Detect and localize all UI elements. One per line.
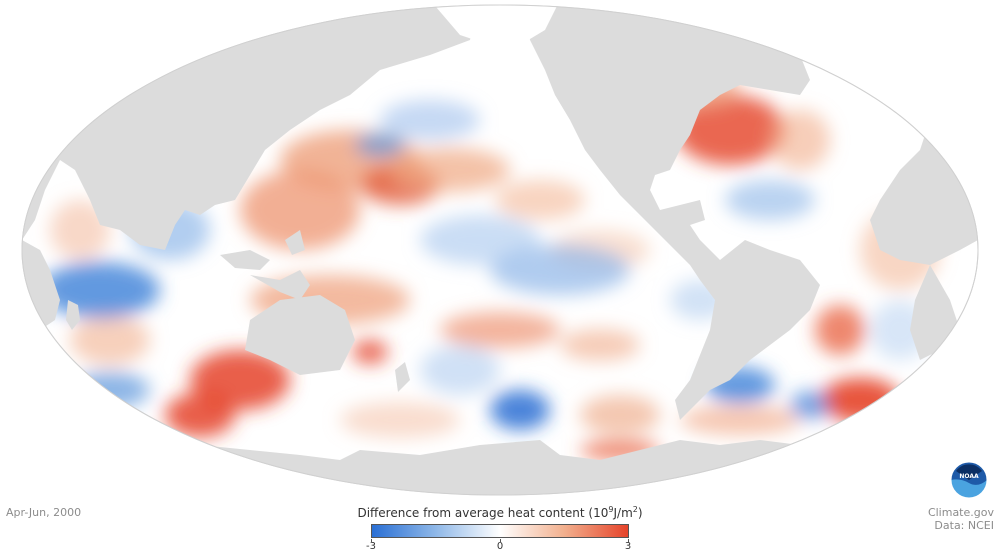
- noaa-logo: NOAA: [950, 461, 988, 499]
- ocean-heat-content-map: [21, 4, 979, 496]
- legend-min-label: -3: [366, 541, 376, 552]
- legend-tick-max: [628, 539, 629, 542]
- source-credit: Climate.gov: [927, 506, 994, 519]
- legend-tick-mid: [500, 539, 501, 542]
- legend-max-label: 3: [624, 541, 632, 552]
- svg-text:NOAA: NOAA: [959, 473, 979, 480]
- color-scale-bar: [371, 524, 629, 538]
- data-credit: Data: NCEI: [934, 519, 994, 532]
- legend-tick-min: [371, 539, 372, 542]
- legend-title: Difference from average heat content (10…: [357, 505, 643, 520]
- land: [22, 5, 978, 495]
- legend-mid-label: 0: [496, 541, 504, 552]
- anomaly-field: [22, 5, 978, 495]
- time-period-label: Apr-Jun, 2000: [6, 506, 82, 519]
